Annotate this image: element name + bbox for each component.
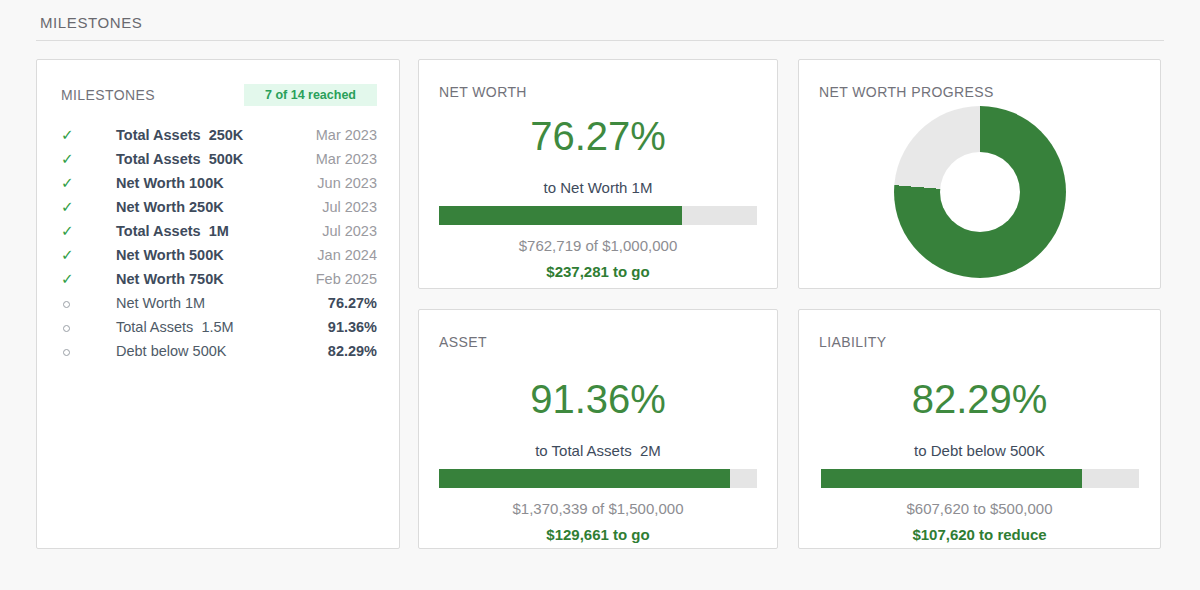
net-worth-progress-fill xyxy=(439,206,682,225)
net-worth-amount: $762,719 of $1,000,000 xyxy=(439,237,757,254)
check-icon: ✓ xyxy=(61,270,74,287)
milestone-value: Jun 2023 xyxy=(317,175,377,191)
check-icon-cell: ✓ xyxy=(61,198,116,216)
milestone-value: Mar 2023 xyxy=(316,151,377,167)
circle-icon xyxy=(63,325,70,332)
check-icon-cell: ✓ xyxy=(61,270,116,288)
net-worth-goal-label: to Net Worth 1M xyxy=(439,179,757,196)
circle-icon xyxy=(63,301,70,308)
milestone-row: ✓ Net Worth 100K Jun 2023 xyxy=(37,171,399,195)
milestone-value: 91.36% xyxy=(328,319,377,335)
reached-count-badge: 7 of 14 reached xyxy=(244,84,377,106)
milestone-value: Jan 2024 xyxy=(317,247,377,263)
circle-icon-cell xyxy=(61,295,116,311)
asset-goal-label: to Total Assets 2M xyxy=(439,442,757,459)
asset-amount: $1,370,339 of $1,500,000 xyxy=(439,500,757,517)
donut-hole xyxy=(940,152,1020,232)
milestone-row: Net Worth 1M 76.27% xyxy=(37,291,399,315)
asset-remaining: $129,661 to go xyxy=(439,526,757,543)
check-icon-cell: ✓ xyxy=(61,246,116,264)
milestone-row: ✓ Total Assets 1M Jul 2023 xyxy=(37,219,399,243)
liability-amount: $607,620 to $500,000 xyxy=(819,500,1140,517)
milestone-value: 76.27% xyxy=(328,295,377,311)
liability-remaining: $107,620 to reduce xyxy=(819,526,1140,543)
circle-icon-cell xyxy=(61,319,116,335)
asset-percent: 91.36% xyxy=(439,377,757,422)
milestone-value: Jul 2023 xyxy=(322,199,377,215)
milestone-list: ✓ Total Assets 250K Mar 2023 ✓ Total Ass… xyxy=(37,123,399,363)
net-worth-progress-card-title: NET WORTH PROGRESS xyxy=(799,60,1160,100)
milestone-label: Net Worth 100K xyxy=(116,175,317,191)
check-icon: ✓ xyxy=(61,150,74,167)
milestone-row: ✓ Net Worth 750K Feb 2025 xyxy=(37,267,399,291)
liability-card-title: LIABILITY xyxy=(819,334,1140,350)
milestone-value: Feb 2025 xyxy=(316,271,377,287)
donut-chart xyxy=(894,106,1066,278)
milestone-label: Total Assets 1M xyxy=(116,223,322,239)
milestone-label: Net Worth 500K xyxy=(116,247,317,263)
header-divider xyxy=(36,40,1164,41)
milestone-row: ✓ Net Worth 500K Jan 2024 xyxy=(37,243,399,267)
net-worth-percent: 76.27% xyxy=(439,114,757,159)
liability-progress-fill xyxy=(821,469,1083,488)
net-worth-card: NET WORTH 76.27% to Net Worth 1M $762,71… xyxy=(418,59,778,289)
check-icon-cell: ✓ xyxy=(61,174,116,192)
asset-card-title: ASSET xyxy=(439,334,757,350)
milestone-label: Total Assets 1.5M xyxy=(116,319,328,335)
check-icon: ✓ xyxy=(61,198,74,215)
circle-icon-cell xyxy=(61,343,116,359)
milestone-row: ✓ Total Assets 250K Mar 2023 xyxy=(37,123,399,147)
milestone-value: Mar 2023 xyxy=(316,127,377,143)
check-icon-cell: ✓ xyxy=(61,150,116,168)
milestones-card-title: MILESTONES xyxy=(61,87,155,103)
net-worth-remaining: $237,281 to go xyxy=(439,263,757,280)
milestone-row: ✓ Total Assets 500K Mar 2023 xyxy=(37,147,399,171)
milestones-card-header: MILESTONES 7 of 14 reached xyxy=(37,60,399,106)
milestone-label: Total Assets 500K xyxy=(116,151,316,167)
check-icon-cell: ✓ xyxy=(61,126,116,144)
net-worth-progress-card: NET WORTH PROGRESS xyxy=(798,59,1161,289)
milestone-label: Debt below 500K xyxy=(116,343,328,359)
milestone-row: ✓ Net Worth 250K Jul 2023 xyxy=(37,195,399,219)
milestone-value: Jul 2023 xyxy=(322,223,377,239)
milestone-label: Total Assets 250K xyxy=(116,127,316,143)
milestone-row: Total Assets 1.5M 91.36% xyxy=(37,315,399,339)
circle-icon xyxy=(63,349,70,356)
check-icon: ✓ xyxy=(61,126,74,143)
milestone-label: Net Worth 250K xyxy=(116,199,322,215)
check-icon: ✓ xyxy=(61,246,74,263)
liability-card: LIABILITY 82.29% to Debt below 500K $607… xyxy=(798,309,1161,549)
milestone-label: Net Worth 1M xyxy=(116,295,328,311)
net-worth-card-title: NET WORTH xyxy=(439,84,757,100)
liability-progress-bar xyxy=(821,469,1139,488)
net-worth-progress-bar xyxy=(439,206,757,225)
milestone-row: Debt below 500K 82.29% xyxy=(37,339,399,363)
liability-percent: 82.29% xyxy=(819,377,1140,422)
check-icon: ✓ xyxy=(61,174,74,191)
milestones-card: MILESTONES 7 of 14 reached ✓ Total Asset… xyxy=(36,59,400,549)
asset-progress-bar xyxy=(439,469,757,488)
milestone-label: Net Worth 750K xyxy=(116,271,316,287)
milestone-value: 82.29% xyxy=(328,343,377,359)
check-icon: ✓ xyxy=(61,222,74,239)
asset-card: ASSET 91.36% to Total Assets 2M $1,370,3… xyxy=(418,309,778,549)
asset-progress-fill xyxy=(439,469,730,488)
check-icon-cell: ✓ xyxy=(61,222,116,240)
liability-goal-label: to Debt below 500K xyxy=(819,442,1140,459)
page-title: MILESTONES xyxy=(40,14,142,31)
